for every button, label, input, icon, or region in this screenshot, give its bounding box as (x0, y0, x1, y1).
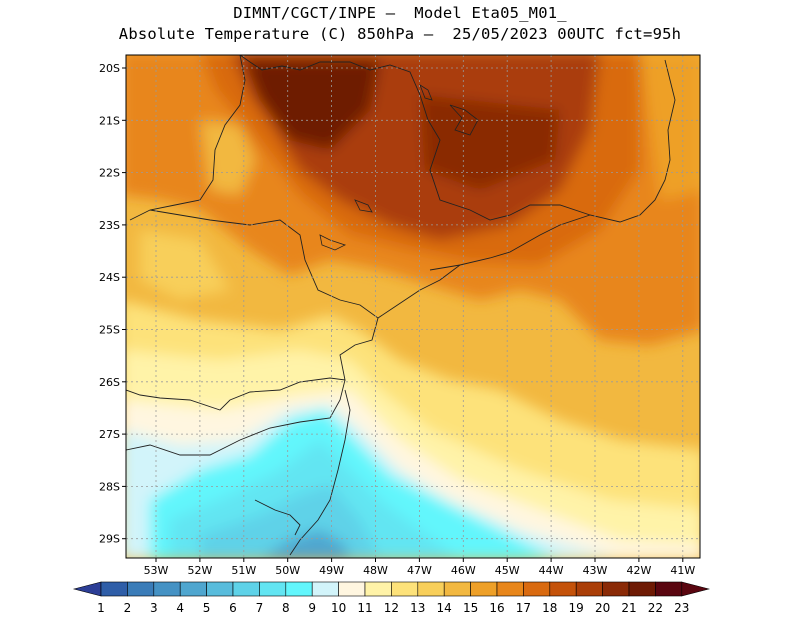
colorbar-label: 4 (176, 601, 184, 615)
lat-label: 24S (99, 271, 120, 284)
colorbar-label: 8 (282, 601, 290, 615)
colorbar-label: 11 (357, 601, 372, 615)
colorbar-right-arrow (681, 581, 710, 597)
boundaries (126, 55, 676, 556)
lon-label: 52W (187, 564, 212, 577)
lat-label: 26S (99, 376, 120, 389)
colorbar-segment (391, 581, 419, 597)
colorbar-segment (127, 581, 155, 597)
lat-label: 29S (99, 533, 120, 546)
colorbar-segment (338, 581, 366, 597)
colorbar-segment (206, 581, 234, 597)
colorbar-label: 13 (410, 601, 425, 615)
lat-label: 23S (99, 219, 120, 232)
colorbar-segment (179, 581, 207, 597)
colorbar-segment (549, 581, 577, 597)
title-line-2: Absolute Temperature (C) 850hPa – 25/05/… (118, 25, 682, 43)
lon-label: 41W (670, 564, 695, 577)
colorbar-label: 23 (674, 601, 689, 615)
colorbar-segment (417, 581, 445, 597)
latitude-labels: 20S 21S 22S 23S 24S 25S 26S 27S 28S 29S (99, 62, 126, 546)
lon-label: 49W (319, 564, 344, 577)
colorbar-segment (311, 581, 339, 597)
lon-label: 45W (495, 564, 520, 577)
colorbar-label: 15 (463, 601, 478, 615)
colorbar-segment (575, 581, 603, 597)
colorbar-label: 14 (437, 601, 452, 615)
lon-label: 43W (583, 564, 608, 577)
colorbar-segment (364, 581, 392, 597)
colorbar-segment (523, 581, 551, 597)
lon-label: 50W (275, 564, 300, 577)
lat-label: 25S (99, 324, 120, 337)
colorbar-label: 20 (595, 601, 610, 615)
lat-label: 20S (99, 62, 120, 75)
colorbar-segment (496, 581, 524, 597)
colorbar-segment (628, 581, 656, 597)
colorbar-label: 10 (331, 601, 346, 615)
colorbar-labels: 1 2 3 4 5 6 7 8 9 10 11 12 13 14 15 16 17 18 19 20 21 22 23 (97, 601, 689, 615)
colorbar-label: 3 (150, 601, 158, 615)
colorbar-label: 16 (489, 601, 504, 615)
colorbar-segment (655, 581, 683, 597)
colorbar-label: 2 (124, 601, 132, 615)
colorbar-label: 21 (621, 601, 636, 615)
colorbar-label: 7 (256, 601, 264, 615)
lon-label: 53W (144, 564, 169, 577)
colorbar-left-arrow (72, 581, 102, 597)
longitude-labels: 53W 52W 51W 50W 49W 48W 47W 46W 45W 44W 43W 42W 41W (144, 558, 695, 577)
colorbar-label: 6 (229, 601, 237, 615)
colorbar-segment (602, 581, 630, 597)
lon-label: 42W (626, 564, 651, 577)
lat-label: 27S (99, 428, 120, 441)
colorbar-segment (259, 581, 287, 597)
lat-label: 22S (99, 167, 120, 180)
lat-label: 28S (99, 480, 120, 493)
colorbar-segment (232, 581, 260, 597)
colorbar-label: 22 (648, 601, 663, 615)
lon-label: 44W (539, 564, 564, 577)
colorbar-label: 9 (308, 601, 316, 615)
colorbar-segment (100, 581, 128, 597)
colorbar-label: 18 (542, 601, 557, 615)
colorbar-segment (153, 581, 181, 597)
colorbar-label: 1 (97, 601, 105, 615)
colorbar-label: 19 (569, 601, 584, 615)
colorbar-segment (470, 581, 498, 597)
lakes (319, 84, 479, 251)
lon-label: 51W (231, 564, 256, 577)
colorbar-label: 5 (203, 601, 211, 615)
colorbar (72, 581, 710, 597)
colorbar-segment (443, 581, 471, 597)
lon-label: 47W (407, 564, 432, 577)
lon-label: 48W (363, 564, 388, 577)
map-frame (125, 54, 701, 559)
temperature-field (126, 55, 700, 558)
colorbar-segment (285, 581, 313, 597)
colorbar-label: 17 (516, 601, 531, 615)
lat-label: 21S (99, 114, 120, 127)
title-line-1: DIMNT/CGCT/INPE – Model Eta05_M01_ (233, 4, 567, 22)
grid-lines (126, 55, 700, 558)
lon-label: 46W (451, 564, 476, 577)
colorbar-label: 12 (384, 601, 399, 615)
